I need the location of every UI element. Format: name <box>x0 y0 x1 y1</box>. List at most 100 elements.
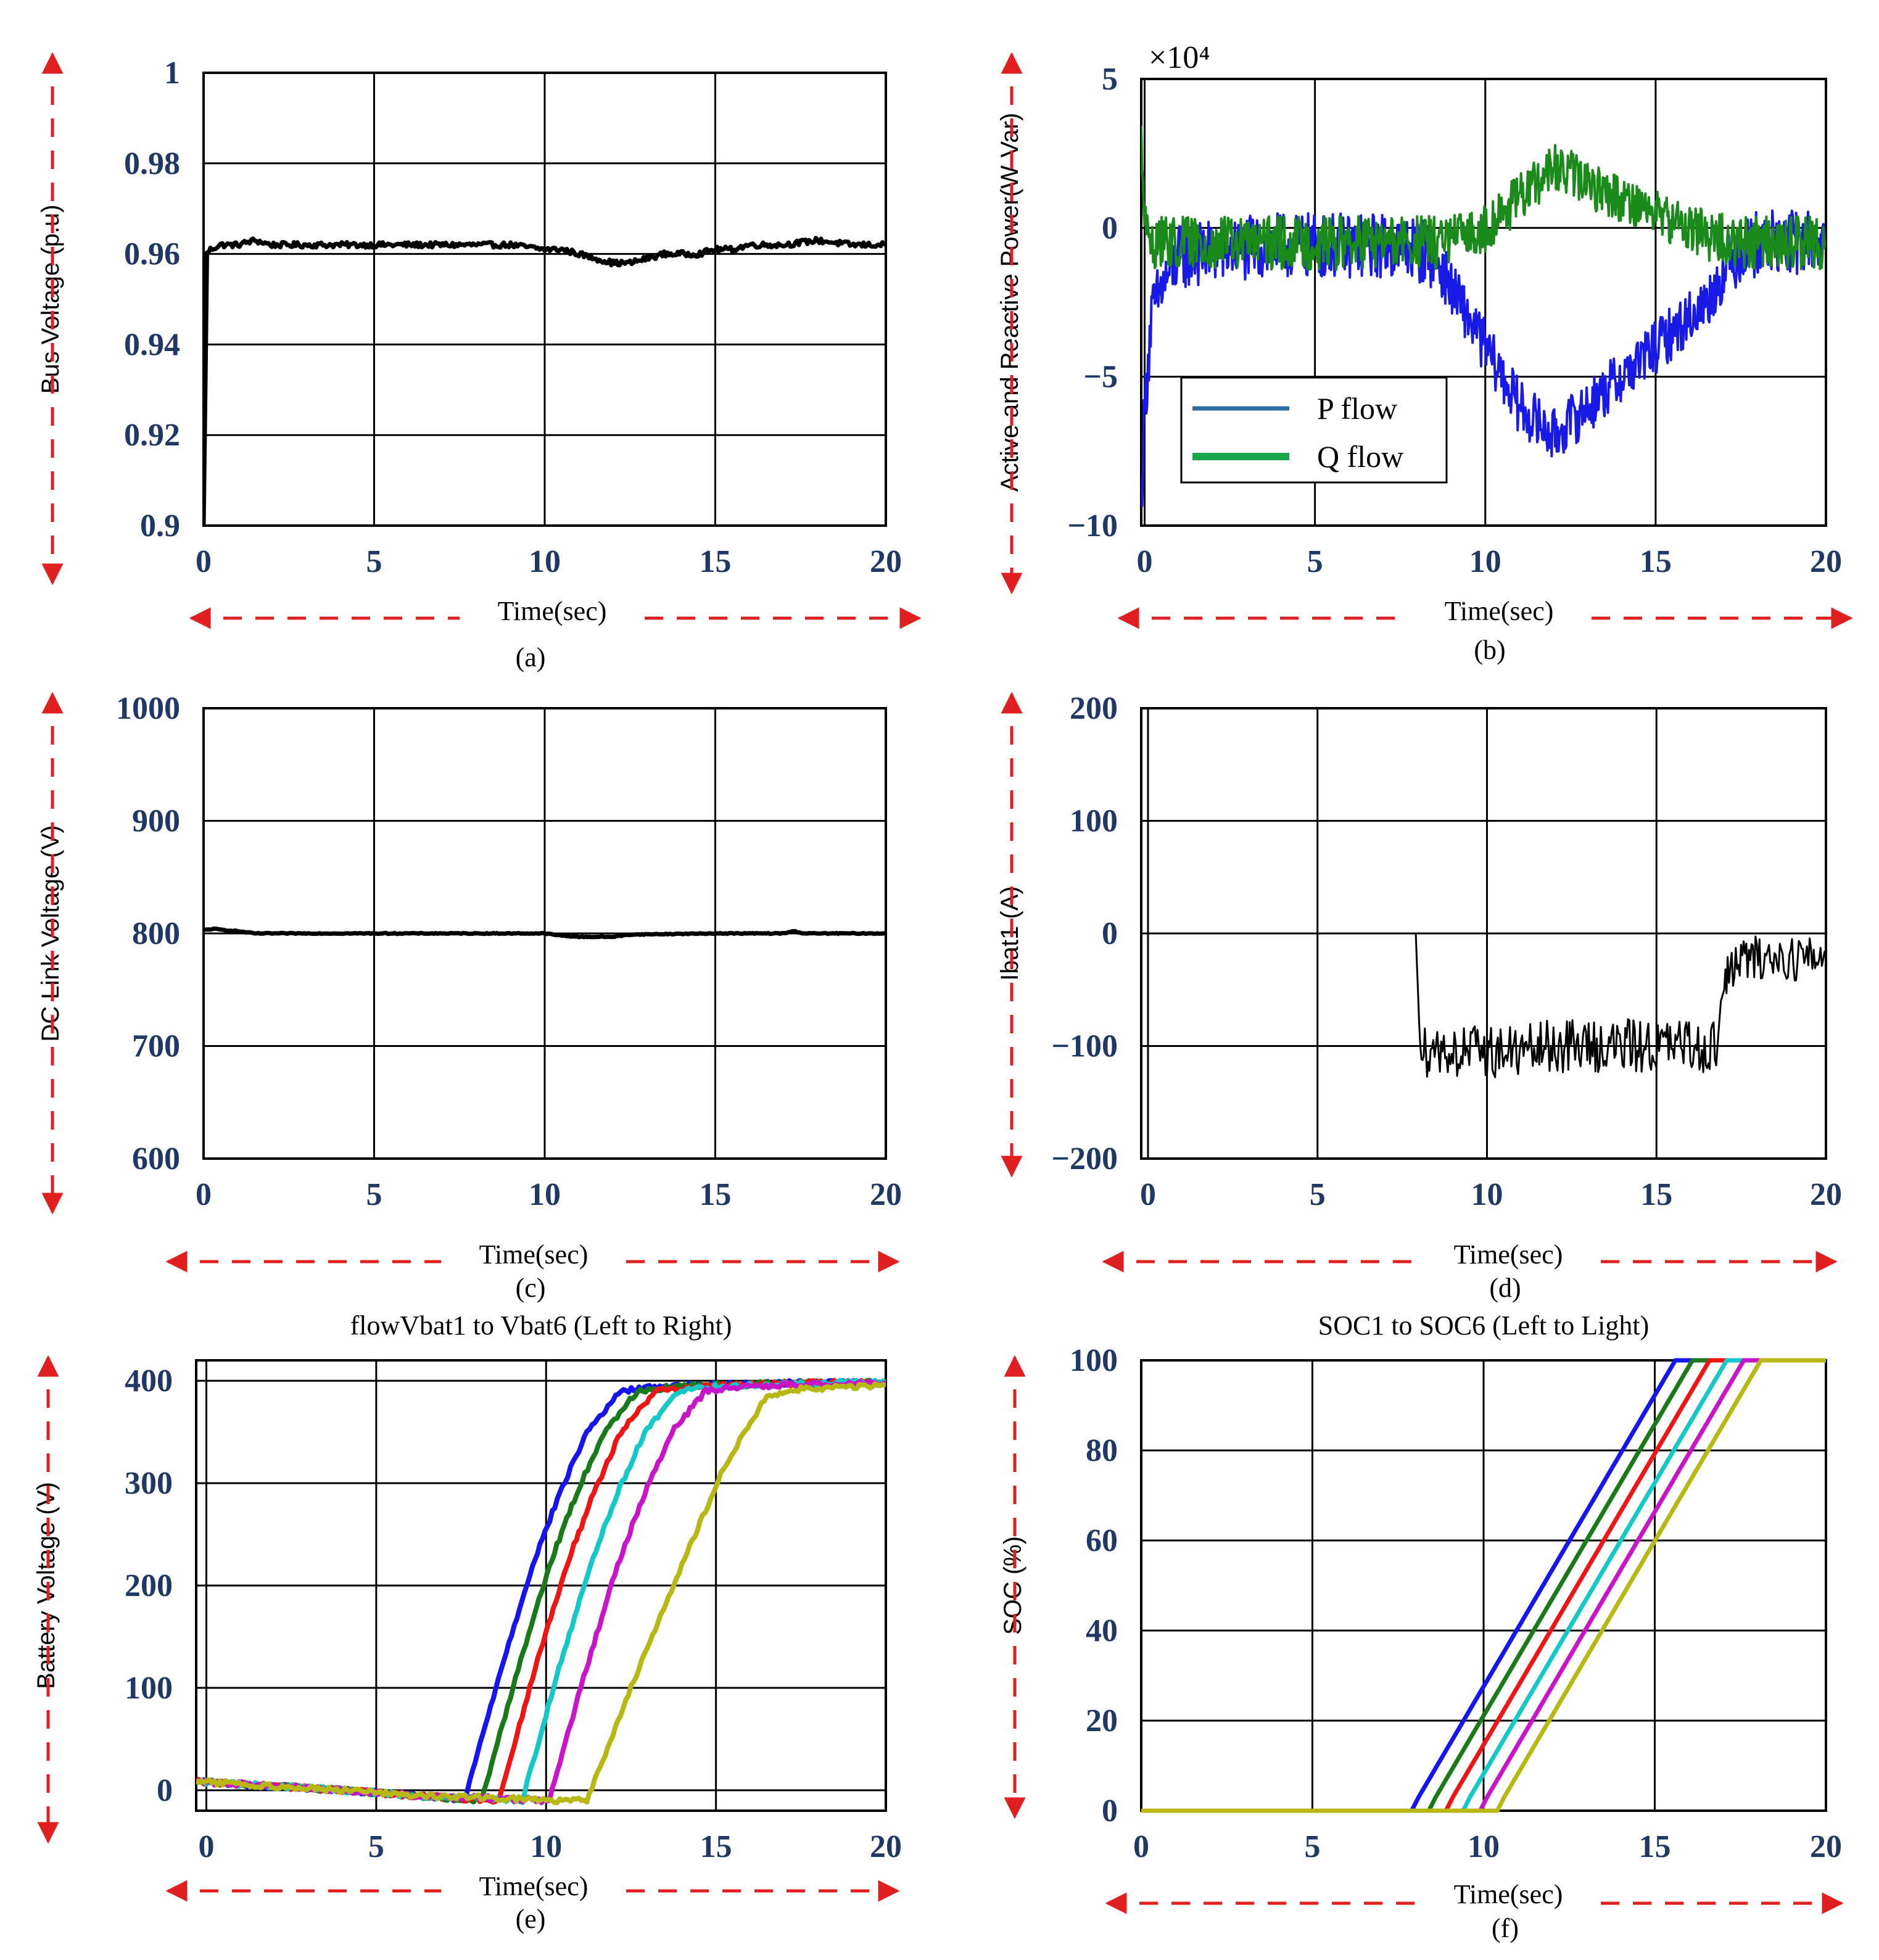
x-axis-label: Time(sec) <box>1445 596 1554 626</box>
y-tick-label: 0.92 <box>124 418 180 453</box>
x-tick-label: 20 <box>1810 1177 1842 1212</box>
plot-frame <box>1140 78 1827 527</box>
chart-panel-b: 0 5 10 15 20 −10 −5 0 5 ×10⁴ Active and Reactive P… <box>996 40 1853 665</box>
series-line-dc-link-voltage <box>204 926 886 940</box>
y-tick-label: 0 <box>157 1773 173 1808</box>
x-tick-label: 5 <box>1305 1829 1321 1864</box>
y-tick-label: 800 <box>132 916 180 951</box>
panel-caption: (c) <box>516 1273 546 1303</box>
y-axis-label: SOC (%) <box>999 1536 1026 1635</box>
panel-caption: (e) <box>516 1904 546 1934</box>
x-tick-label: 15 <box>1640 544 1672 579</box>
y-tick-label: 0.9 <box>140 508 180 544</box>
y-tick-label: 80 <box>1086 1433 1118 1468</box>
x-tick-label: 10 <box>529 544 561 579</box>
chart-panel-c: 0 5 10 15 20 600 700 800 900 1000 DC Link Voltage … <box>37 691 902 1303</box>
plot-frame <box>195 1359 887 1812</box>
panel-caption: (f) <box>1492 1913 1519 1943</box>
chart-panel-f: 0 5 10 15 20 0 20 40 60 80 100 SOC1 to SOC6 (Left t… <box>999 1310 1844 1943</box>
x-tick-label: 0 <box>196 1177 212 1212</box>
x-tick-label: 15 <box>700 1829 732 1864</box>
y-tick-label: −200 <box>1051 1141 1118 1176</box>
y-tick-label: 1 <box>164 56 180 91</box>
y-tick-label: 300 <box>125 1466 173 1501</box>
x-tick-label: 15 <box>1640 1177 1672 1212</box>
x-tick-label: 0 <box>199 1829 215 1864</box>
y-tick-label: 0 <box>1102 916 1118 951</box>
x-tick-label: 10 <box>1471 1177 1503 1212</box>
y-tick-label: 200 <box>1070 691 1118 726</box>
x-tick-label: 20 <box>870 1177 902 1212</box>
series-line-bus-voltage <box>204 236 886 525</box>
x-axis-label: Time(sec) <box>1454 1239 1563 1270</box>
y-tick-label: 0.98 <box>124 146 180 181</box>
y-tick-label: 100 <box>1070 804 1118 839</box>
x-tick-label: 0 <box>1140 1177 1156 1212</box>
x-tick-label: 0 <box>1137 544 1153 579</box>
y-axis-label: DC Link Voltage (V) <box>37 825 64 1041</box>
chart-title: SOC1 to SOC6 (Left to Light) <box>1318 1310 1650 1341</box>
x-tick-label: 20 <box>1810 1829 1842 1864</box>
x-tick-label: 5 <box>368 1829 384 1864</box>
x-tick-label: 20 <box>870 544 902 579</box>
legend-label: Q flow <box>1317 439 1403 474</box>
y-tick-label: 200 <box>125 1568 173 1603</box>
y-axis-label: Battery Voltage (V) <box>33 1482 60 1689</box>
y-tick-label: 600 <box>132 1141 180 1176</box>
chart-title: flowVbat1 to Vbat6 (Left to Right) <box>350 1310 732 1341</box>
y-tick-label: 0.96 <box>124 237 180 272</box>
y-axis-label: Ibat1 (A) <box>996 886 1023 980</box>
y-tick-label: 5 <box>1102 62 1118 97</box>
chart-panel-a: 0 5 10 15 20 0.9 0.92 0.94 0.96 0.98 1 Bus Voltage … <box>37 52 922 672</box>
x-tick-label: 5 <box>1310 1177 1326 1212</box>
y-multiplier: ×10⁴ <box>1149 40 1210 75</box>
x-tick-label: 15 <box>1639 1829 1671 1864</box>
x-tick-label: 5 <box>366 1177 382 1212</box>
y-tick-label: 900 <box>132 804 180 839</box>
series-line-vbat6 <box>196 1381 886 1806</box>
x-tick-label: 0 <box>1133 1829 1149 1864</box>
panel-caption: (b) <box>1474 635 1505 665</box>
x-tick-label: 20 <box>1810 544 1842 579</box>
y-axis-label: Active and Reactive Power(W-Var) <box>996 113 1023 492</box>
x-axis-label: Time(sec) <box>479 1871 588 1901</box>
x-tick-label: 10 <box>1469 544 1501 579</box>
legend-box <box>1180 376 1448 484</box>
x-tick-label: 15 <box>700 1177 732 1212</box>
series-line-ibat1 <box>1141 932 1826 1078</box>
x-axis-label: Time(sec) <box>479 1239 588 1270</box>
y-tick-label: 0.94 <box>124 327 180 362</box>
series-line-q-flow <box>1141 126 1826 271</box>
series-line-soc6 <box>1141 1358 1826 1813</box>
x-tick-label: 20 <box>870 1829 902 1864</box>
x-axis-label: Time(sec) <box>1454 1879 1563 1909</box>
x-tick-label: 5 <box>366 544 382 579</box>
y-tick-label: 100 <box>125 1671 173 1706</box>
y-tick-label: −10 <box>1067 508 1118 544</box>
y-tick-label: −100 <box>1051 1029 1118 1064</box>
y-axis-label: Bus Voltage (p.u) <box>37 205 64 394</box>
y-tick-label: 0 <box>1102 1793 1118 1829</box>
y-tick-label: −5 <box>1083 360 1118 395</box>
y-tick-label: 1000 <box>116 691 180 726</box>
y-tick-label: 100 <box>1070 1343 1118 1378</box>
chart-panel-d: 0 5 10 15 20 −200 −100 0 100 200 Ibat1 (A) Time(sec… <box>996 691 1842 1303</box>
x-tick-label: 15 <box>700 544 732 579</box>
x-tick-label: 5 <box>1307 544 1323 579</box>
y-tick-label: 60 <box>1086 1523 1118 1558</box>
legend: P flow Q flow <box>1180 376 1448 484</box>
panel-caption: (a) <box>516 642 546 672</box>
y-tick-label: 40 <box>1086 1613 1118 1648</box>
x-tick-label: 0 <box>196 544 212 579</box>
x-tick-label: 10 <box>530 1829 562 1864</box>
y-tick-label: 700 <box>132 1029 180 1064</box>
panel-caption: (d) <box>1489 1273 1521 1303</box>
x-axis-label: Time(sec) <box>498 596 607 626</box>
x-tick-label: 10 <box>529 1177 561 1212</box>
plot-frame <box>202 72 887 527</box>
legend-label: P flow <box>1317 391 1397 426</box>
y-tick-label: 400 <box>125 1363 173 1399</box>
